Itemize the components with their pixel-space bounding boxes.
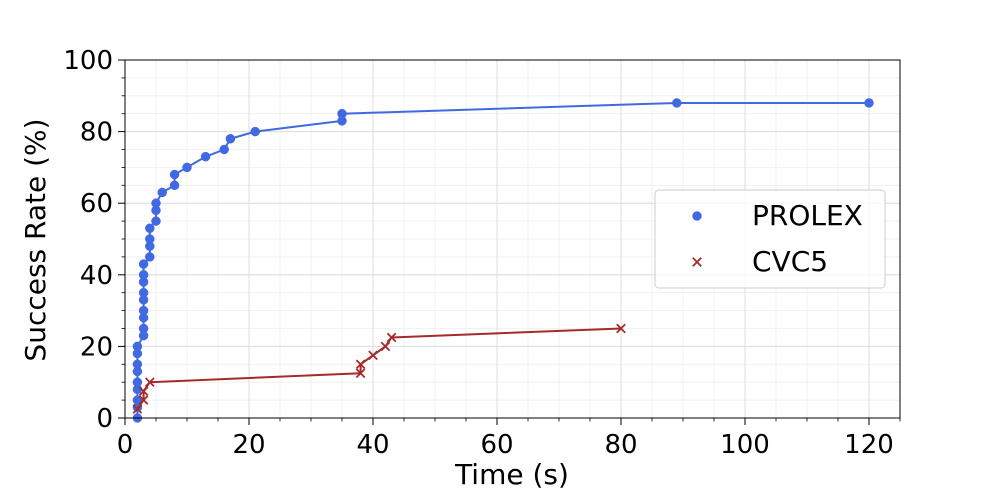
x-tick-label: 40 — [356, 430, 389, 460]
data-point-prolex — [145, 252, 155, 262]
data-point-prolex — [337, 108, 347, 119]
data-point-prolex — [138, 259, 149, 269]
legend-label-prolex: PROLEX — [752, 199, 863, 232]
data-point-cvc5-stroke-b — [368, 350, 378, 361]
data-point-cvc5 — [368, 350, 378, 361]
data-point-cvc5-stroke-b — [355, 359, 366, 370]
data-point-cvc5 — [144, 377, 155, 388]
data-point-cvc5 — [355, 359, 366, 370]
data-point-prolex — [157, 187, 167, 198]
data-point-prolex — [864, 98, 874, 108]
x-tick-label: 80 — [604, 430, 637, 460]
legend-label-cvc5: CVC5 — [752, 245, 828, 278]
data-point-prolex — [672, 98, 682, 108]
data-point-prolex — [138, 305, 149, 316]
data-point-prolex — [169, 169, 180, 180]
legend-marker-prolex — [692, 211, 702, 221]
data-point-cvc5-stroke-b — [132, 404, 143, 414]
data-point-cvc5-stroke-b — [616, 323, 626, 334]
y-tick-label: 40 — [80, 261, 113, 291]
data-point-cvc5-stroke-b — [138, 395, 149, 405]
legend: PROLEX CVC5 — [654, 189, 886, 289]
data-point-prolex — [169, 180, 180, 191]
data-point-cvc5 — [138, 386, 149, 396]
data-point-cvc5-stroke-b — [355, 368, 366, 379]
x-tick-label: 20 — [232, 430, 265, 460]
data-point-cvc5 — [386, 332, 397, 343]
data-point-prolex — [138, 323, 149, 334]
data-point-cvc5 — [616, 323, 626, 334]
data-point-prolex — [182, 162, 192, 173]
data-point-prolex — [225, 134, 236, 144]
data-point-prolex — [132, 359, 143, 370]
data-point-prolex — [138, 270, 149, 280]
legend-symbol-cvc5 — [692, 257, 702, 267]
data-point-prolex — [145, 234, 155, 244]
data-point-cvc5-stroke-b — [380, 341, 391, 352]
x-axis-label: Time (s) — [454, 458, 569, 491]
y-tick-label: 100 — [63, 46, 113, 76]
series-line-cvc5 — [136, 327, 622, 410]
series-prolex — [132, 98, 874, 423]
y-tick-labels: 0 20 40 60 80 100 — [63, 46, 113, 434]
x-tick-label: 120 — [844, 430, 894, 460]
x-tick-labels: 0 20 40 60 80 100 120 — [117, 430, 894, 460]
data-point-prolex — [132, 341, 143, 352]
data-point-prolex — [151, 198, 161, 208]
y-tick-label: 80 — [80, 118, 113, 148]
data-point-cvc5-stroke-b — [386, 332, 397, 343]
legend-box — [654, 189, 886, 289]
data-point-prolex — [219, 144, 229, 155]
data-point-cvc5 — [380, 341, 391, 352]
data-point-prolex — [250, 126, 260, 137]
data-point-prolex — [132, 395, 143, 405]
data-point-cvc5-stroke-b — [144, 377, 155, 388]
data-point-prolex — [200, 151, 211, 162]
data-point-prolex — [132, 377, 143, 387]
x-tick-label: 60 — [480, 430, 513, 460]
y-tick-label: 20 — [80, 332, 113, 362]
legend-symbol-cvc5-stroke-b — [692, 257, 702, 267]
data-point-prolex — [151, 216, 161, 226]
data-point-prolex — [145, 223, 155, 234]
data-point-cvc5 — [138, 395, 149, 405]
data-point-prolex — [138, 287, 149, 298]
x-tick-label: 0 — [117, 430, 134, 460]
data-point-cvc5-stroke-b — [138, 386, 149, 396]
series-layer — [132, 98, 874, 423]
data-point-cvc5 — [132, 404, 143, 414]
y-tick-label: 60 — [80, 189, 113, 219]
x-tick-label: 100 — [720, 430, 770, 460]
series-cvc5 — [132, 323, 626, 414]
y-axis-label: Success Rate (%) — [19, 118, 52, 361]
legend-marker-cvc5 — [692, 257, 702, 267]
legend-symbol-prolex — [692, 211, 702, 221]
y-tick-label: 0 — [96, 404, 113, 434]
axis-ticks — [118, 59, 901, 425]
data-point-cvc5 — [355, 368, 366, 379]
